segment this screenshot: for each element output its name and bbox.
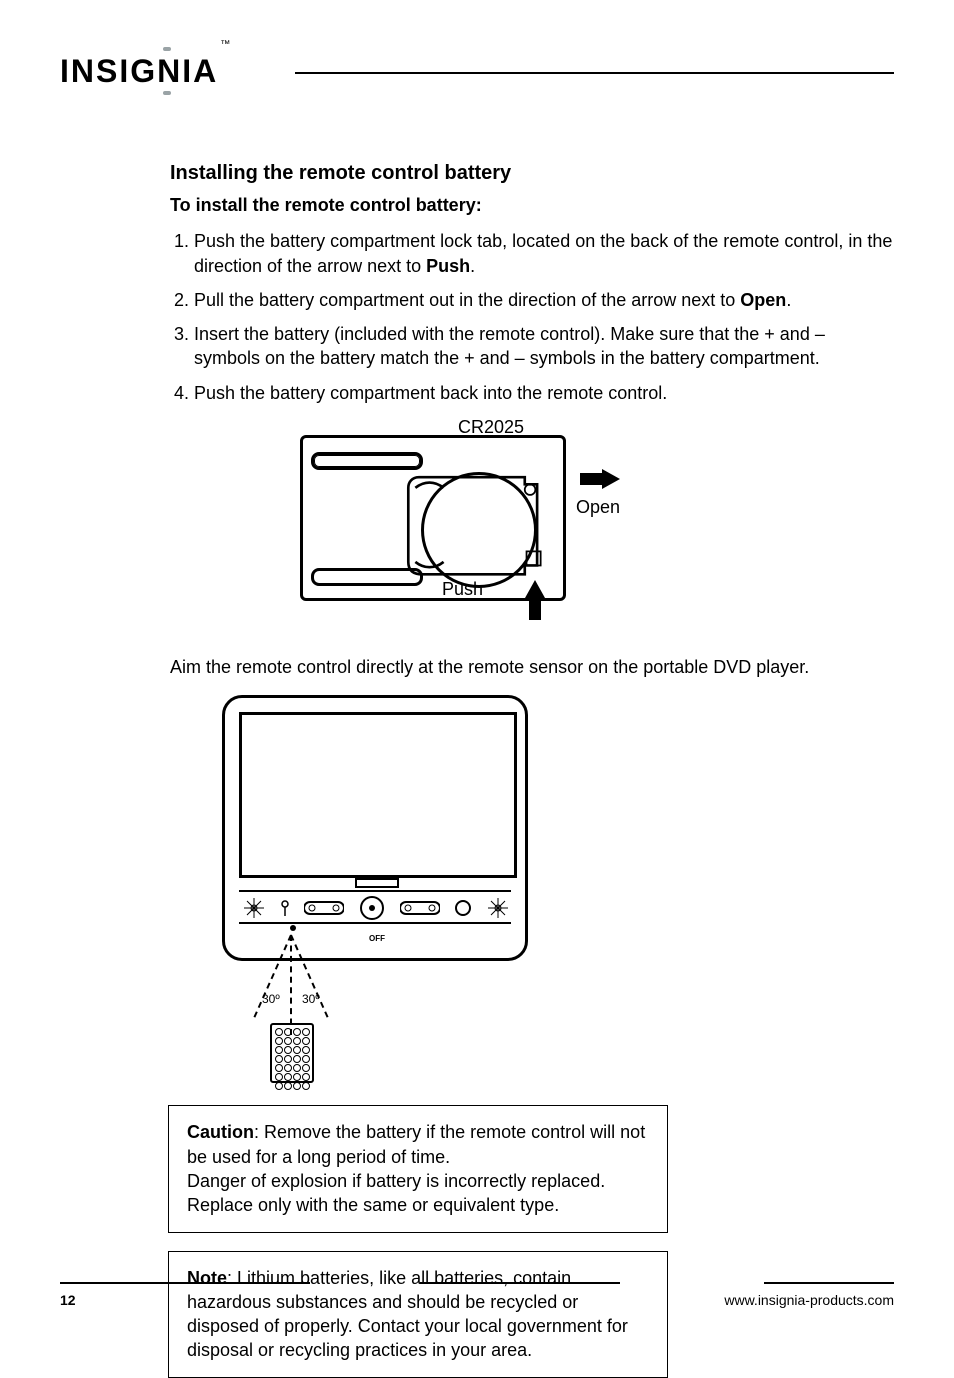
rocker-2-icon bbox=[400, 900, 440, 916]
battery-holder-outline bbox=[403, 464, 553, 584]
round-button-icon bbox=[454, 899, 472, 917]
aim-diagram: OFF 30º 30º bbox=[222, 695, 582, 1085]
ir-ray-center bbox=[290, 935, 292, 1035]
step-4: Push the battery compartment back into t… bbox=[194, 381, 894, 405]
battery-type-label: CR2025 bbox=[458, 415, 524, 439]
aim-instruction: Aim the remote control directly at the r… bbox=[170, 655, 894, 679]
push-label: Push bbox=[442, 577, 483, 601]
sensor-icon bbox=[280, 900, 290, 916]
tv-control-row bbox=[243, 896, 509, 920]
caution-label: Caution bbox=[187, 1122, 254, 1142]
step-1: Push the battery compartment lock tab, l… bbox=[194, 229, 894, 278]
page-footer: 12 www.insignia-products.com bbox=[60, 1282, 894, 1322]
caution-text: Remove the battery if the remote control… bbox=[187, 1122, 645, 1215]
page-number: 12 bbox=[60, 1292, 76, 1308]
section-subtitle: To install the remote control battery: bbox=[170, 193, 894, 217]
speaker-right-icon bbox=[487, 897, 509, 919]
power-button-icon bbox=[359, 895, 385, 921]
section-title: Installing the remote control battery bbox=[170, 160, 894, 187]
step-2: Pull the battery compartment out in the … bbox=[194, 288, 894, 312]
speaker-left-icon bbox=[243, 897, 265, 919]
off-label: OFF bbox=[369, 934, 385, 945]
footer-url: www.insignia-products.com bbox=[724, 1292, 894, 1308]
brand-logo: INSIGNIA™ bbox=[60, 53, 238, 90]
step-3: Insert the battery (included with the re… bbox=[194, 322, 894, 371]
rocker-1-icon bbox=[304, 900, 344, 916]
arrow-up-icon bbox=[525, 580, 545, 620]
battery-diagram: CR2025 Open Push bbox=[300, 425, 630, 625]
arrow-right-icon bbox=[580, 469, 620, 489]
logo-trademark: ™ bbox=[220, 39, 232, 50]
open-label: Open bbox=[576, 495, 620, 519]
angle-left-label: 30º bbox=[262, 991, 280, 1007]
angle-right-label: 30º bbox=[302, 991, 320, 1007]
remote-sensor-dot bbox=[290, 925, 296, 931]
logo-text: INSIGNIA bbox=[60, 53, 218, 89]
caution-box: Caution: Remove the battery if the remot… bbox=[168, 1105, 668, 1232]
page-header: INSIGNIA™ bbox=[60, 30, 894, 90]
remote-control-icon bbox=[270, 1023, 314, 1083]
step-list: Push the battery compartment lock tab, l… bbox=[170, 229, 894, 405]
